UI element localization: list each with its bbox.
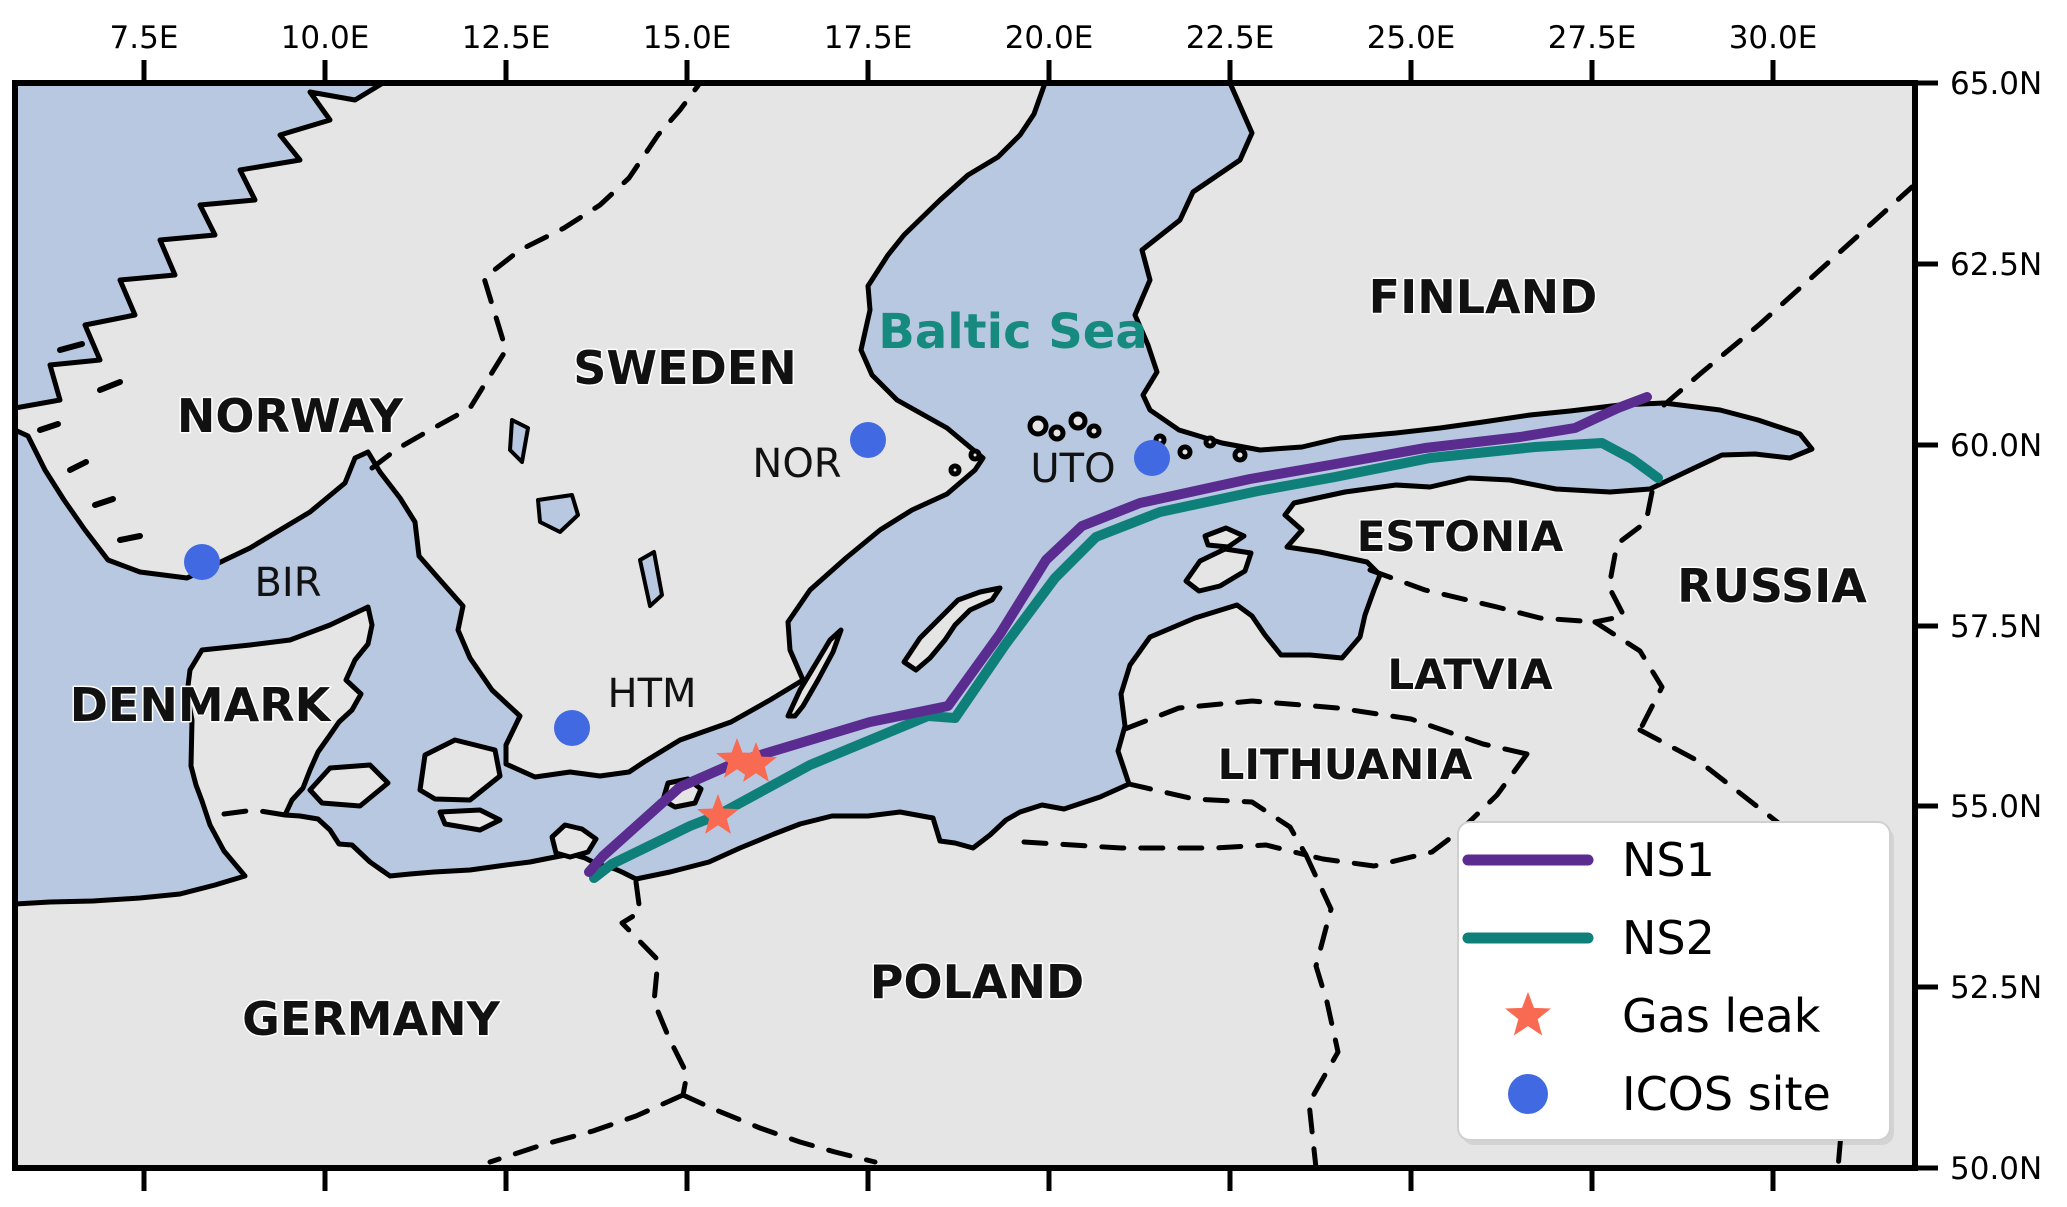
- island-aland-2: [1048, 424, 1066, 442]
- legend-label-2: NS2: [1622, 911, 1715, 965]
- island-aland-3: [1068, 411, 1088, 431]
- icos-dot-nor: [850, 422, 886, 458]
- lat-tick-label: 60.0N: [1950, 428, 2042, 464]
- country-label-finland: FINLAND: [1369, 270, 1598, 324]
- stations-layer: BIR NOR UTO HTM: [184, 422, 1170, 746]
- island-funen: [307, 762, 391, 809]
- gas-leaks-layer: [697, 737, 777, 834]
- islet-archipelago-3: [1203, 435, 1217, 449]
- country-label-sweden: SWEDEN: [573, 341, 796, 395]
- lon-tick-label: 20.0E: [1005, 20, 1094, 56]
- border-norway-sweden: [369, 83, 703, 471]
- border-czech-poland: [680, 1092, 878, 1165]
- sea-label-baltic: Baltic Sea: [878, 304, 1148, 360]
- icos-dot-bir: [184, 544, 220, 580]
- station-label-nor: NOR: [752, 441, 841, 487]
- border-kaliningrad-north: [1126, 781, 1309, 858]
- icos-dot-uto: [1134, 440, 1170, 476]
- island-oland: [785, 627, 844, 719]
- map-labels-layer: NORWAY SWEDEN FINLAND DENMARK GERMANY POLAND E…: [68, 269, 1869, 1048]
- country-label-russia: RUSSIA: [1677, 559, 1867, 613]
- station-label-bir: BIR: [254, 560, 321, 606]
- lat-tick-label: 52.5N: [1950, 970, 2042, 1006]
- country-label-denmark: DENMARK: [70, 678, 333, 732]
- country-borders: [221, 83, 1915, 1168]
- lakes: [508, 418, 664, 608]
- legend-label-1: NS1: [1622, 833, 1715, 887]
- country-label-estonia: ESTONIA: [1357, 512, 1564, 561]
- border-denmark-germany: [221, 807, 288, 818]
- legend-label-3: Gas leak: [1622, 989, 1821, 1043]
- border-germany-czech: [487, 1092, 686, 1165]
- lat-tick-label: 50.0N: [1950, 1151, 2042, 1187]
- axis-ticks-layer: 7.5E 10.0E 12.5E 15.0E 17.5E 20.0E 22.5E 25.0E 2…: [110, 20, 2042, 1191]
- gas-leak-star-3: [697, 793, 739, 834]
- lat-tick-label: 55.0N: [1950, 789, 2042, 825]
- legend-label-4: ICOS site: [1622, 1067, 1831, 1121]
- border-kaliningrad-south: [1021, 839, 1309, 858]
- lake-vattern: [638, 550, 664, 608]
- border-estonia-latvia: [1367, 567, 1598, 625]
- lon-tick-label: 17.5E: [824, 20, 913, 56]
- islet-archipelago-4: [1232, 447, 1248, 463]
- legend-icos-dot-icon: [1508, 1074, 1548, 1114]
- border-finland-russia: [1661, 184, 1915, 408]
- gas-leak-star-2: [735, 741, 777, 782]
- country-label-norway: NORWAY: [177, 389, 404, 443]
- station-label-uto: UTO: [1030, 446, 1115, 492]
- islet-stockholm-1: [948, 463, 962, 477]
- islands: [307, 411, 1254, 860]
- lon-tick-label: 15.0E: [643, 20, 732, 56]
- border-latvia-lithuania: [1122, 698, 1530, 757]
- legend: NS1 NS2 Gas leak ICOS site: [1457, 821, 1894, 1145]
- lake-vanern: [536, 493, 580, 534]
- island-gotland: [901, 585, 1003, 673]
- lon-tick-label: 27.5E: [1548, 20, 1637, 56]
- lon-tick-label: 10.0E: [281, 20, 370, 56]
- border-estonia-russia: [1592, 489, 1655, 625]
- lake-small: [508, 418, 530, 464]
- landmass-east-mainland: [15, 83, 1915, 1168]
- lat-tick-label: 57.5N: [1950, 609, 2042, 645]
- island-hiiumaa: [1202, 525, 1247, 550]
- station-label-htm: HTM: [607, 671, 696, 717]
- lon-tick-label: 25.0E: [1367, 20, 1456, 56]
- legend-gas-leak-star-icon: [1505, 991, 1551, 1036]
- country-label-latvia: LATVIA: [1387, 650, 1553, 699]
- landmass-scandinavia: [15, 83, 1048, 780]
- lat-tick-label: 62.5N: [1950, 247, 2042, 283]
- border-poland-belarus: [1303, 852, 1341, 1168]
- legend-box: [1457, 821, 1891, 1141]
- norway-skerries: [37, 341, 143, 543]
- island-aland-4: [1086, 423, 1102, 439]
- icos-dot-htm: [554, 710, 590, 746]
- lon-tick-label: 7.5E: [110, 20, 179, 56]
- islet-stockholm-2: [968, 448, 982, 462]
- island-rugen: [549, 822, 599, 860]
- lon-tick-label: 22.5E: [1186, 20, 1275, 56]
- border-latvia-russia: [1592, 619, 1665, 733]
- country-label-germany: GERMANY: [242, 992, 500, 1046]
- border-lithuania-belarus: [1303, 751, 1530, 869]
- lat-tick-label: 65.0N: [1950, 66, 2042, 102]
- lon-tick-label: 30.0E: [1729, 20, 1818, 56]
- island-saaremaa: [1183, 546, 1254, 594]
- island-zealand: [417, 737, 503, 803]
- lon-tick-label: 12.5E: [462, 20, 551, 56]
- country-label-poland: POLAND: [870, 955, 1084, 1009]
- country-label-lithuania: LITHUANIA: [1218, 740, 1473, 789]
- border-germany-poland: [619, 879, 690, 1098]
- islet-archipelago-2: [1177, 444, 1193, 460]
- island-lolland: [437, 807, 503, 833]
- island-aland-1: [1027, 415, 1049, 437]
- pipeline-ns1: [584, 392, 1652, 877]
